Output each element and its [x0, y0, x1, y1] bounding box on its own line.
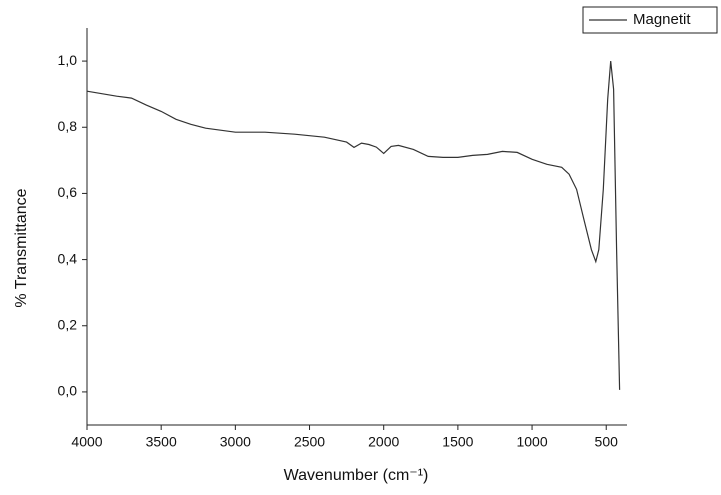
x-tick-label: 3000	[220, 434, 251, 450]
legend-label: Magnetit	[633, 11, 691, 28]
x-tick-label: 2500	[294, 434, 325, 450]
x-tick-label: 1500	[442, 434, 473, 450]
y-tick-label: 0,8	[58, 118, 78, 134]
x-tick-label: 2000	[368, 434, 399, 450]
y-tick-label: 1,0	[58, 52, 78, 68]
x-axis-label: Wavenumber (cm⁻¹)	[284, 467, 429, 484]
x-tick-label: 500	[595, 434, 619, 450]
y-axis-label: % Transmittance	[13, 188, 30, 307]
x-tick-label: 3500	[146, 434, 177, 450]
y-tick-label: 0,6	[58, 184, 78, 200]
y-tick-label: 0,4	[58, 250, 78, 266]
x-tick-label: 1000	[516, 434, 547, 450]
y-tick-label: 0,2	[58, 316, 78, 332]
x-tick-label: 4000	[71, 434, 102, 450]
y-tick-label: 0,0	[58, 383, 78, 399]
data-line	[86, 61, 621, 390]
